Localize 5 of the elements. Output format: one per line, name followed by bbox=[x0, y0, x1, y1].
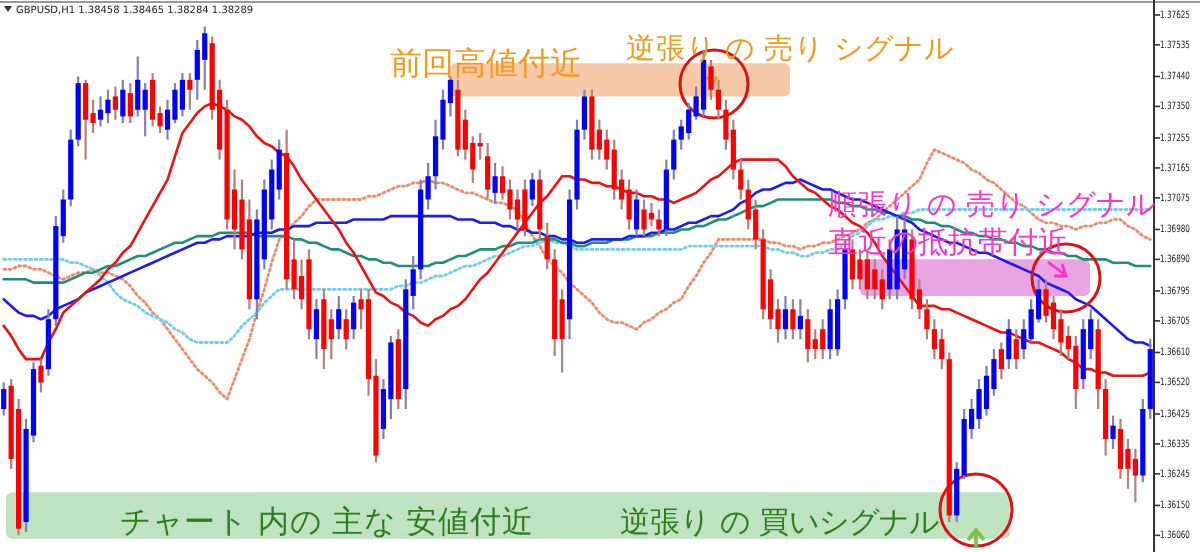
annotation: チャート 内の 主な 安値付近 bbox=[120, 504, 534, 540]
line-series bbox=[2, 178, 1152, 348]
annotation: 逆張り の 買いシグナル bbox=[620, 504, 940, 540]
line-series bbox=[2, 148, 1152, 401]
annotation: 前回高値付近 bbox=[390, 44, 582, 82]
